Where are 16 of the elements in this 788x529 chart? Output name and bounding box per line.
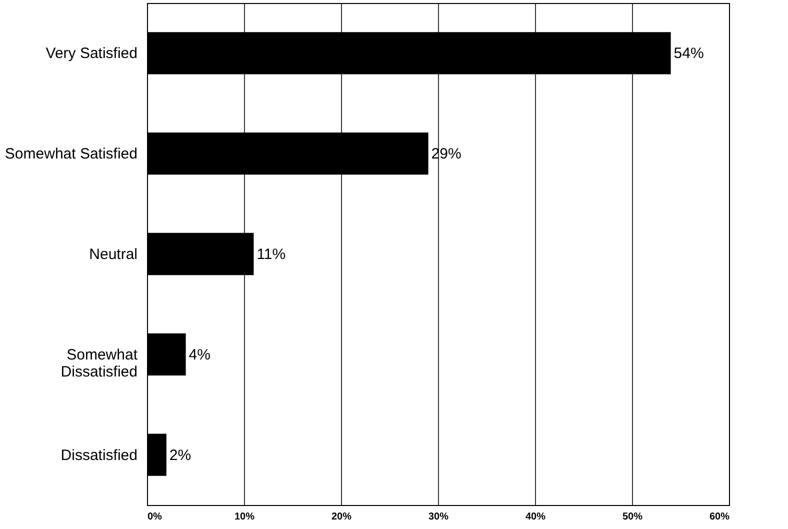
y-tick-label: Somewhat Dissatisfied [60,346,138,380]
y-tick-label: Neutral [89,246,138,263]
x-tick-label: 60% [709,512,730,522]
x-tick-label: 50% [622,512,643,522]
x-tick-label: 40% [525,512,546,522]
data-label: 4% [188,346,210,364]
x-tick-label: 0% [148,512,162,522]
data-label: 11% [256,246,286,263]
x-tick-label: 20% [331,512,352,522]
y-tick-label: Somewhat Satisfied [4,146,138,163]
y-tick-label: Dissatisfied [60,446,138,464]
x-tick-label: 30% [428,512,449,522]
x-tick-label: 10% [234,512,255,522]
data-label: 2% [169,446,192,464]
y-tick-label: Very Satisfied [46,45,138,62]
data-label: 54% [674,45,704,62]
